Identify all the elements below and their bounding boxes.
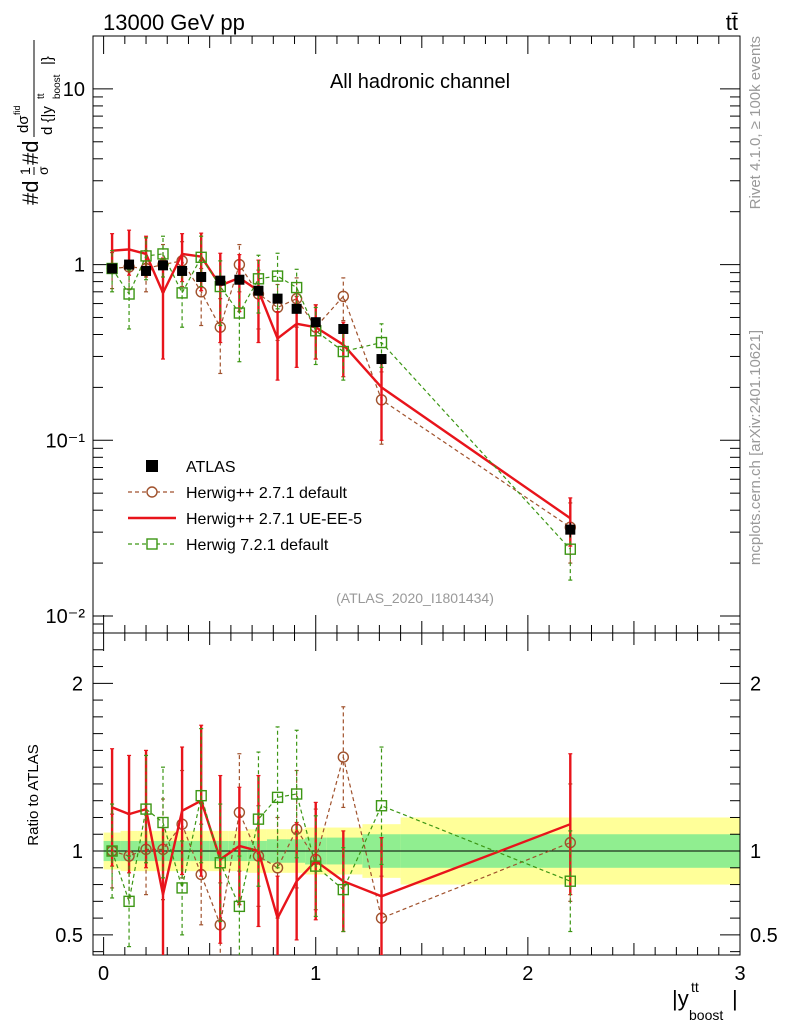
atlas-data-point	[253, 285, 264, 296]
data-point	[564, 543, 576, 555]
data-point	[375, 336, 388, 349]
atlas-data-point	[376, 354, 387, 365]
analysis-label: (ATLAS_2020_I1801434)	[336, 590, 494, 606]
process-label: tt̄	[726, 10, 738, 35]
x-tick-label: 2	[522, 963, 533, 985]
atlas-data-point	[291, 303, 302, 314]
y-tick-label-ratio-right: 0.5	[750, 925, 778, 947]
svg-text:1: 1	[17, 167, 33, 175]
data-point	[233, 307, 246, 319]
data-point	[252, 273, 265, 285]
svg-text:tt: tt	[36, 93, 47, 99]
data-point	[195, 789, 207, 802]
y-tick-label-ratio-right: 2	[750, 673, 761, 695]
y-tick-label-ratio: 2	[72, 673, 83, 695]
atlas-data-point	[565, 524, 576, 535]
data-point	[140, 250, 152, 262]
data-point	[564, 875, 576, 887]
ratio-panel-frame	[92, 632, 741, 956]
svg-text:|: |	[732, 986, 738, 1011]
x-axis-label: |y tt boost |	[672, 979, 738, 1023]
svg-text:d {|y: d {|y	[39, 106, 56, 135]
data-point	[337, 883, 350, 896]
energy-label: 13000 GeV pp	[103, 10, 245, 35]
data-point	[271, 270, 284, 282]
data-point	[123, 895, 135, 908]
atlas-data-point	[196, 271, 207, 282]
y-tick-label-main: 1	[74, 255, 85, 277]
main-y-axis-label: #d 1 σ #d dσ fid d {|y tt boost |}	[12, 40, 63, 205]
svg-text:dσ: dσ	[15, 115, 32, 133]
ratio-y-axis-label: Ratio to ATLAS	[25, 744, 42, 845]
mcplots-label: mcplots.cern.ch [arXiv:2401.10621]	[747, 330, 764, 565]
atlas-data-point	[177, 265, 188, 276]
data-point	[290, 788, 303, 800]
x-tick-label: 0	[98, 963, 109, 985]
svg-text:boost: boost	[52, 74, 63, 99]
data-point	[337, 751, 350, 763]
svg-text:#d: #d	[18, 141, 43, 165]
data-point	[123, 288, 135, 300]
atlas-data-point	[310, 317, 321, 328]
legend-marker	[146, 538, 158, 550]
y-tick-label-ratio: 0.5	[55, 925, 83, 947]
svg-text:σ: σ	[35, 166, 51, 175]
series-line	[111, 756, 571, 928]
y-tick-label-ratio-right: 1	[750, 841, 761, 863]
y-tick-label-main: 10⁻¹	[46, 430, 86, 452]
atlas-data-point	[272, 293, 283, 304]
atlas-data-point	[234, 274, 245, 285]
data-point	[252, 813, 265, 825]
svg-text:|}: |}	[39, 56, 56, 65]
ratio-series	[106, 706, 576, 955]
data-point	[271, 791, 284, 804]
data-point	[337, 290, 350, 302]
svg-text:tt: tt	[691, 979, 699, 995]
main-series	[106, 229, 576, 581]
data-point	[195, 251, 207, 264]
legend: ATLAS Herwig++ 2.7.1 default Herwig++ 2.7.…	[128, 459, 362, 554]
atlas-data-point	[215, 275, 226, 286]
data-point	[375, 800, 388, 812]
uncertainty-bands	[103, 817, 740, 885]
data-point	[157, 248, 169, 260]
svg-text:boost: boost	[689, 1007, 723, 1023]
legend-label: Herwig++ 2.7.1 default	[186, 485, 348, 502]
data-point	[290, 281, 303, 294]
x-tick-label: 1	[310, 963, 321, 985]
svg-text:#d: #d	[18, 181, 43, 205]
data-point	[337, 345, 350, 358]
y-tick-label-ratio: 1	[72, 841, 83, 863]
data-point	[106, 845, 118, 857]
atlas-data-point	[124, 259, 135, 270]
y-tick-label-main: 10⁻²	[46, 606, 86, 628]
plot-title: All hadronic channel	[330, 71, 510, 93]
atlas-data-point	[107, 263, 118, 274]
atlas-data-point	[141, 265, 152, 276]
legend-label: ATLAS	[186, 459, 236, 476]
data-point	[140, 803, 152, 815]
data-point	[310, 860, 322, 872]
atlas-data-point	[158, 260, 169, 271]
atlas-data-point	[338, 323, 349, 334]
x-tick-label: 3	[734, 963, 745, 985]
legend-marker-atlas	[146, 460, 158, 472]
data-point	[271, 862, 284, 874]
legend-marker	[146, 486, 158, 498]
data-point	[233, 900, 246, 913]
data-point	[214, 857, 226, 869]
rivet-version-label: Rivet 4.1.0, ≥ 100k events	[747, 36, 764, 209]
axis-ticks	[93, 35, 741, 955]
y-tick-label-main: 10	[63, 79, 85, 101]
axis-tick-labels: 10⁻² 10⁻¹ 1 10 0.5 0.5 1 1 2 2 0 1 2 3	[46, 79, 778, 985]
legend-label: Herwig++ 2.7.1 UE-EE-5	[186, 511, 362, 528]
data-point	[176, 882, 188, 894]
svg-text:|y: |y	[672, 986, 689, 1011]
svg-text:fid: fid	[12, 105, 22, 115]
legend-label: Herwig 7.2.1 default	[186, 537, 329, 554]
data-point	[157, 816, 169, 829]
data-point	[176, 287, 188, 299]
